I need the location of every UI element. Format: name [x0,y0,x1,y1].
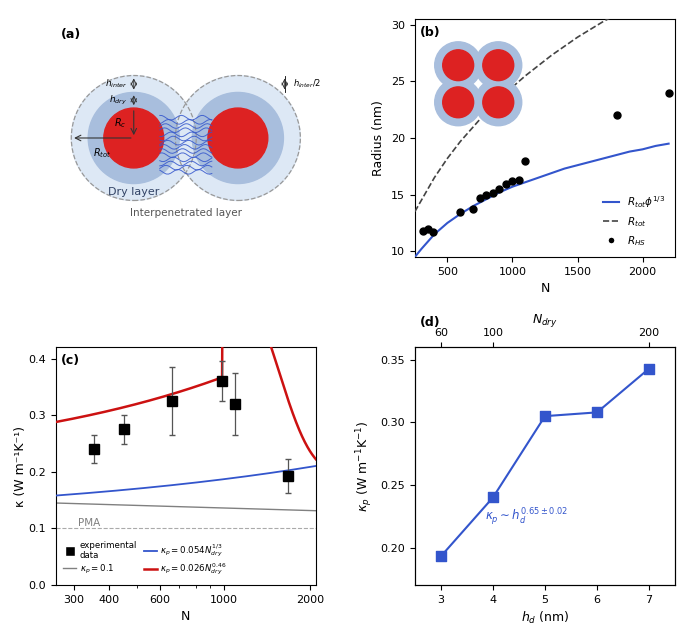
Point [481,190,492,200]
Circle shape [192,92,283,184]
X-axis label: N: N [181,611,191,623]
Legend: experimental
data, $\kappa_p = 0.1$, $\kappa_p = 0.054N_{dry}^{1/3}$, $\kappa_p : experimental data, $\kappa_p = 0.1$, $\k… [60,537,230,581]
Text: (a): (a) [61,28,81,41]
Point [435,551,446,562]
Circle shape [175,76,301,200]
Point [500,179,512,190]
Point [663,88,674,98]
Point [417,226,428,236]
Point [427,227,438,237]
Point [644,364,655,374]
Text: $R_{tot}$: $R_{tot}$ [93,146,112,160]
Point [514,175,525,185]
Y-axis label: Radius (nm): Radius (nm) [372,100,386,176]
Point [475,193,486,203]
Text: $h_{inter}$: $h_{inter}$ [104,78,127,90]
Point [422,223,434,233]
Circle shape [208,108,268,168]
Y-axis label: κ (W m⁻¹K⁻¹): κ (W m⁻¹K⁻¹) [14,425,27,507]
Point [487,492,498,502]
Text: $R_c$: $R_c$ [113,116,126,130]
Text: $\kappa_p \sim h_d^{0.65\pm0.02}$: $\kappa_p \sim h_d^{0.65\pm0.02}$ [485,506,569,527]
Circle shape [104,108,164,168]
Point [494,184,505,194]
Point [507,176,518,186]
Text: PMA: PMA [77,518,100,528]
Y-axis label: $\kappa_p$ (W m$^{-1}$K$^{-1}$): $\kappa_p$ (W m$^{-1}$K$^{-1}$) [354,420,375,512]
Text: (d): (d) [420,316,441,329]
Legend: $R_{tot}\phi^{1/3}$, $R_{tot}$, $R_{HS}$: $R_{tot}\phi^{1/3}$, $R_{tot}$, $R_{HS}$ [599,190,670,252]
Text: Dry layer: Dry layer [108,187,159,197]
Point [487,188,498,198]
Text: $h_{inter}/2$: $h_{inter}/2$ [292,78,321,90]
Circle shape [71,76,196,200]
X-axis label: N: N [540,282,550,295]
Point [592,407,603,417]
Point [454,207,466,217]
Text: $h_{dry}$: $h_{dry}$ [109,93,127,107]
Circle shape [88,92,180,184]
Point [611,110,622,120]
Text: (b): (b) [420,26,441,39]
X-axis label: $h_d$ (nm): $h_d$ (nm) [521,611,569,626]
Text: Interpenetrated layer: Interpenetrated layer [130,208,242,218]
Point [468,204,479,214]
Point [539,411,551,421]
X-axis label: $N_{dry}$: $N_{dry}$ [532,312,558,329]
Text: (c): (c) [61,354,80,368]
Point [520,156,531,166]
